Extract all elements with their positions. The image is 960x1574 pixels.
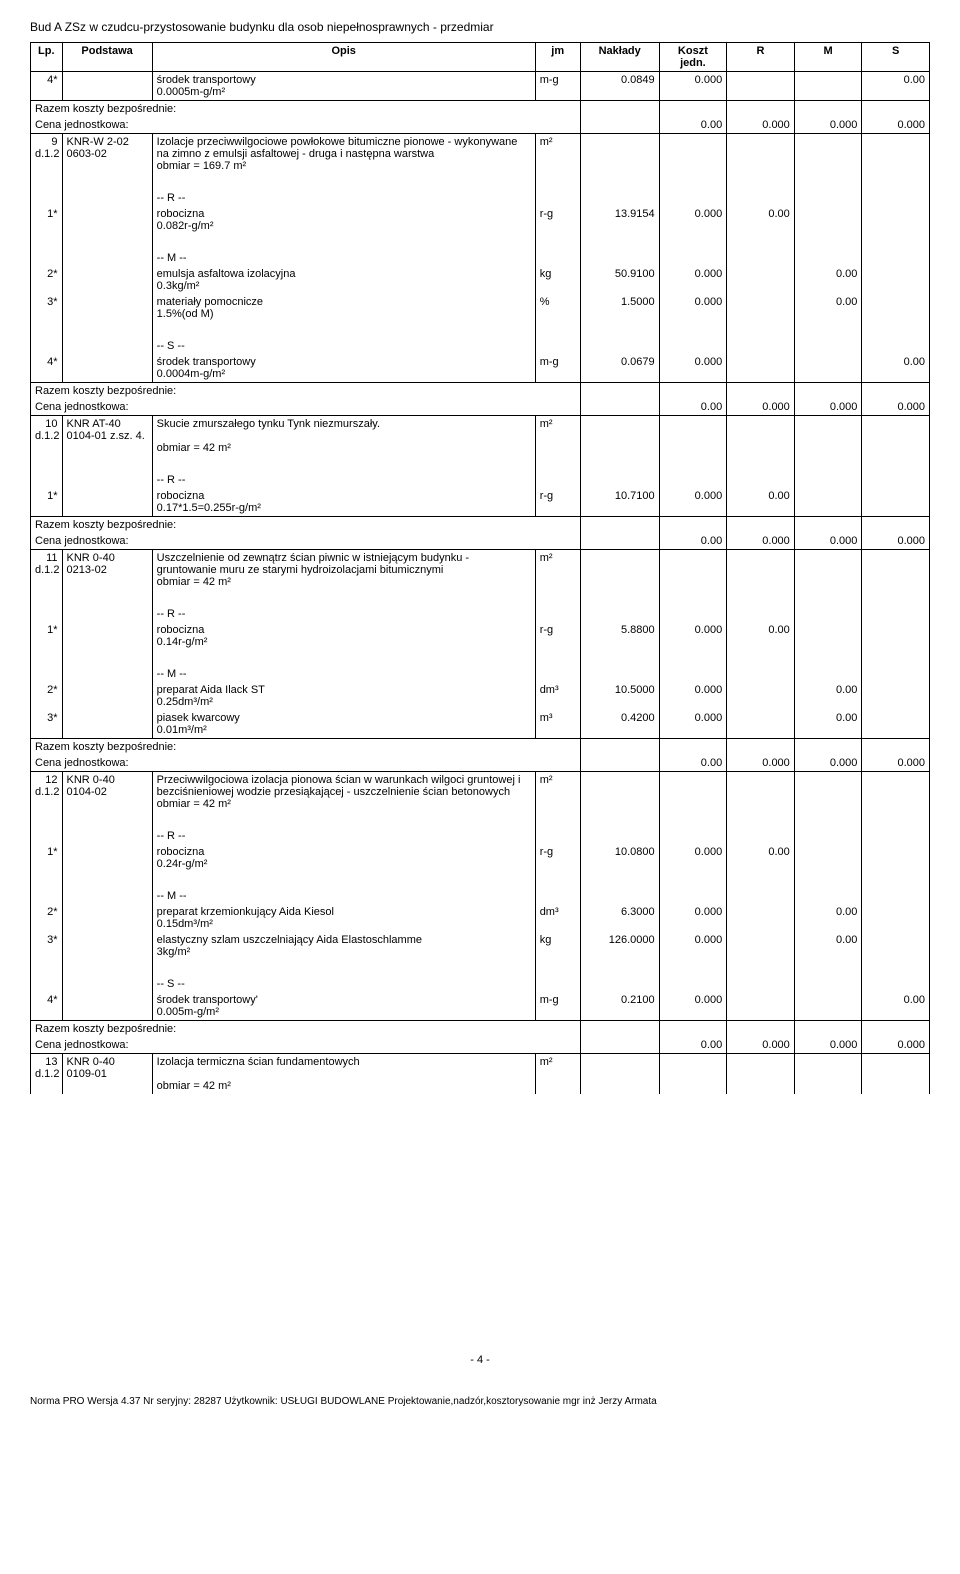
table-row: 12d.1.2KNR 0-400104-02Przeciwwilgociowa …	[31, 772, 930, 813]
col-s: S	[862, 43, 930, 72]
table-row: 2*preparat krzemionkujący Aida Kiesol0.1…	[31, 904, 930, 932]
doc-title: Bud A ZSz w czudcu-przystosowanie budynk…	[30, 20, 930, 34]
table-row: -- R --	[31, 190, 930, 206]
table-row: 4*środek transportowy'0.005m-g/m²m-g0.21…	[31, 992, 930, 1021]
col-podstawa: Podstawa	[62, 43, 152, 72]
table-row: 4*środek transportowy0.0004m-g/m²m-g0.06…	[31, 354, 930, 383]
table-row: 1*robocizna0.17*1.5=0.255r-g/m²r-g10.710…	[31, 488, 930, 517]
table-row: 3*materiały pomocnicze1.5%(od M)%1.50000…	[31, 294, 930, 322]
table-row: 3*piasek kwarcowy0.01m³/m²m³0.42000.0000…	[31, 710, 930, 739]
table-row: -- R --	[31, 606, 930, 622]
col-opis: Opis	[152, 43, 535, 72]
col-jm: jm	[535, 43, 580, 72]
col-naklady: Nakłady	[580, 43, 659, 72]
table-row: 2*emulsja asfaltowa izolacyjna0.3kg/m²kg…	[31, 266, 930, 294]
table-row: -- M --	[31, 250, 930, 266]
table-row: 3*elastyczny szlam uszczelniający Aida E…	[31, 932, 930, 960]
table-row: -- M --	[31, 888, 930, 904]
table-row: 13d.1.2KNR 0-400109-01Izolacja termiczna…	[31, 1054, 930, 1095]
col-lp: Lp.	[31, 43, 63, 72]
col-koszt-jedn: Koszt jedn.	[659, 43, 727, 72]
table-row: -- M --	[31, 666, 930, 682]
table-row: 11d.1.2KNR 0-400213-02Uszczelnienie od z…	[31, 550, 930, 591]
col-m: M	[794, 43, 862, 72]
table-header-row: Lp. Podstawa Opis jm Nakłady Koszt jedn.…	[31, 43, 930, 72]
table-row: 1*robocizna0.14r-g/m²r-g5.88000.0000.00	[31, 622, 930, 650]
table-row: 10d.1.2KNR AT-400104-01 z.sz. 4.Skucie z…	[31, 416, 930, 457]
table-row: 1*robocizna0.24r-g/m²r-g10.08000.0000.00	[31, 844, 930, 872]
col-r: R	[727, 43, 795, 72]
cost-table: Lp. Podstawa Opis jm Nakłady Koszt jedn.…	[30, 42, 930, 1094]
table-row: 9d.1.2KNR-W 2-020603-02Izolacje przeciww…	[31, 134, 930, 175]
table-row: -- R --	[31, 828, 930, 844]
footer-norma: Norma PRO Wersja 4.37 Nr seryjny: 28287 …	[30, 1396, 930, 1407]
table-row: 1*robocizna0.082r-g/m²r-g13.91540.0000.0…	[31, 206, 930, 234]
table-row: 2*preparat Aida Ilack ST0.25dm³/m²dm³10.…	[31, 682, 930, 710]
table-row: -- S --	[31, 976, 930, 992]
table-row: -- R --	[31, 472, 930, 488]
page-number: - 4 -	[30, 1354, 930, 1366]
table-row: -- S --	[31, 338, 930, 354]
table-row: 4*środek transportowy0.0005m-g/m²m-g0.08…	[31, 72, 930, 101]
